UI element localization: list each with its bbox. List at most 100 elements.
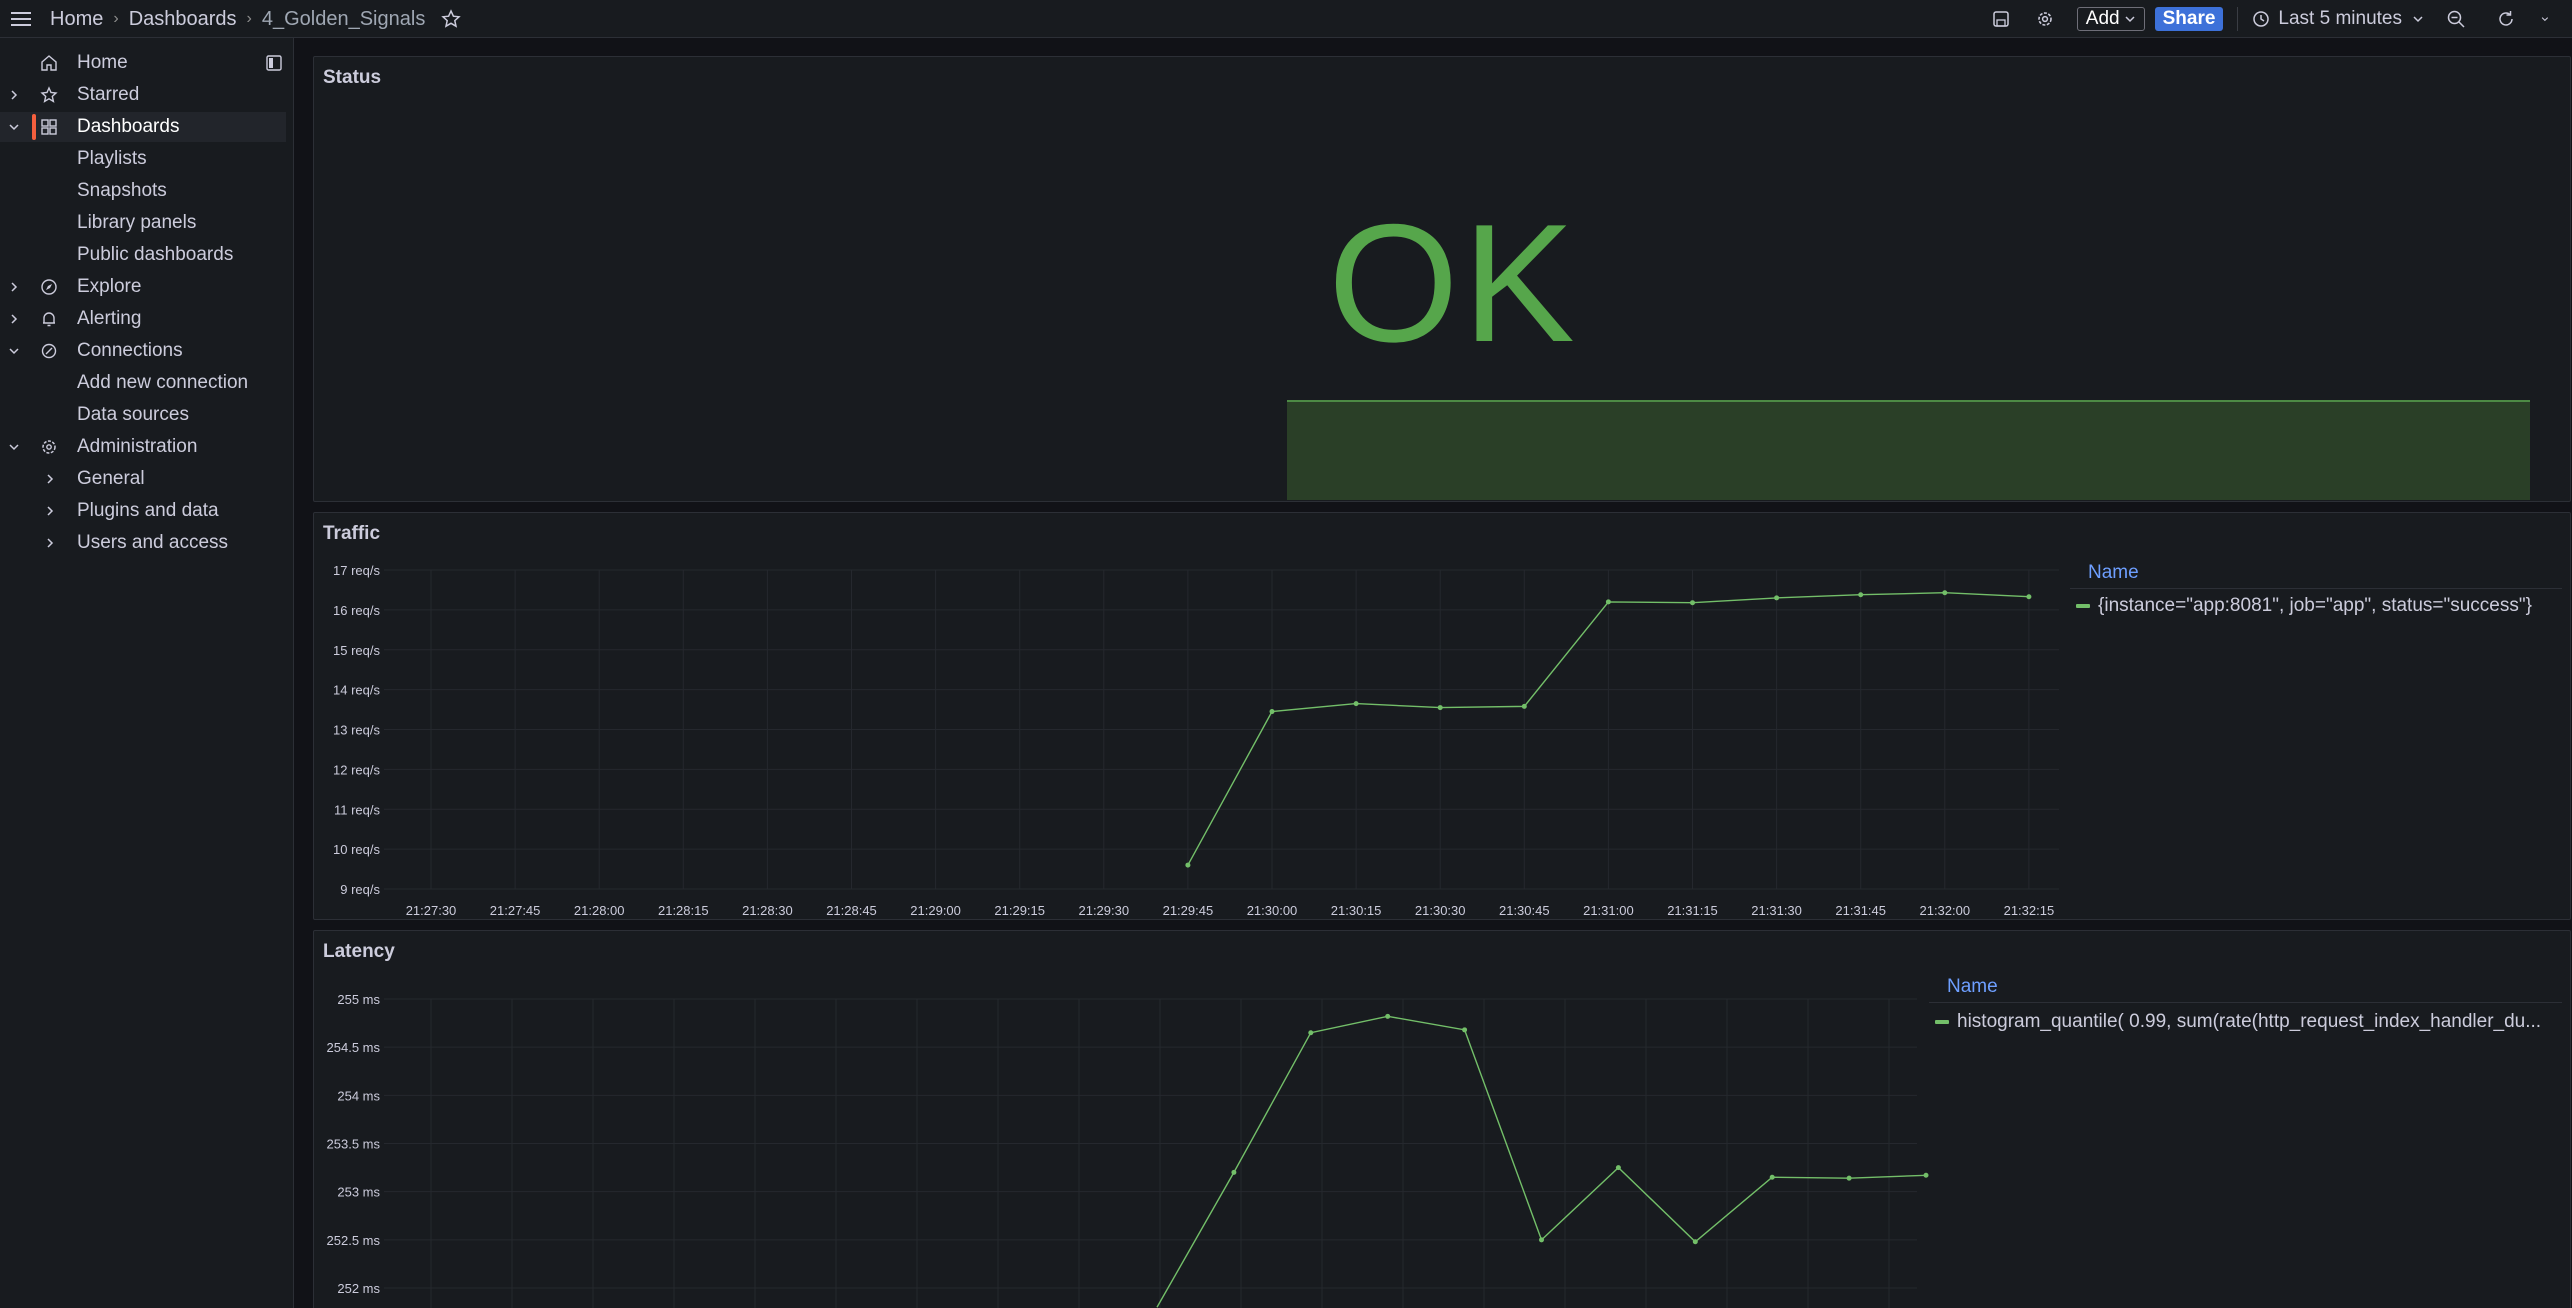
- sidebar-item-playlists[interactable]: Playlists: [0, 144, 294, 174]
- sidebar-item-add-new-connection[interactable]: Add new connection: [0, 368, 294, 398]
- sidebar-item-label: Home: [77, 52, 128, 73]
- data-point: [1605, 599, 1611, 605]
- data-point: [1615, 1165, 1621, 1171]
- sidebar-item-general[interactable]: General: [0, 464, 294, 494]
- chevron-down-icon[interactable]: [8, 121, 20, 133]
- sidebar-item-explore[interactable]: Explore: [0, 272, 294, 302]
- zoom-out-icon[interactable]: [2446, 9, 2466, 29]
- breadcrumb-dashboards[interactable]: Dashboards: [128, 7, 237, 30]
- refresh-interval-chevron-icon[interactable]: [2540, 9, 2554, 29]
- compass-icon: [41, 279, 57, 295]
- x-tick-label: 21:27:45: [490, 903, 541, 918]
- sidebar-item-home[interactable]: Home: [0, 48, 294, 78]
- y-tick-label: 9 req/s: [340, 882, 380, 897]
- chevron-right-icon[interactable]: [44, 505, 56, 517]
- sidebar-item-label: Snapshots: [77, 180, 167, 201]
- chevron-right-icon[interactable]: [8, 281, 20, 293]
- data-point: [1769, 1174, 1775, 1180]
- status-panel[interactable]: Status OK: [313, 56, 2571, 502]
- chevron-right-icon[interactable]: [44, 537, 56, 549]
- menu-icon[interactable]: [10, 8, 32, 30]
- chevron-right-icon[interactable]: [8, 89, 20, 101]
- sidebar-item-label: Alerting: [77, 308, 142, 329]
- y-tick-label: 252.5 ms: [327, 1233, 381, 1248]
- sidebar-item-starred[interactable]: Starred: [0, 80, 294, 110]
- refresh-icon[interactable]: [2496, 9, 2516, 29]
- sidebar-item-label: Playlists: [77, 148, 147, 169]
- x-tick-label: 21:31:30: [1751, 903, 1802, 918]
- chevron-down-icon: [2125, 16, 2135, 23]
- y-tick-label: 254 ms: [337, 1088, 380, 1103]
- sidebar-item-plugins-and-data[interactable]: Plugins and data: [0, 496, 294, 526]
- x-tick-label: 21:27:30: [406, 903, 457, 918]
- sidebar-item-label: Connections: [77, 340, 183, 361]
- x-tick-label: 21:30:15: [1331, 903, 1382, 918]
- series-color-swatch: [2076, 604, 2090, 608]
- y-tick-label: 14 req/s: [333, 683, 380, 698]
- latency-chart[interactable]: 252 ms 252.5 ms 253 ms 253.5 ms 254 ms 254.5 …: [314, 931, 2234, 1308]
- sidebar-item-users-and-access[interactable]: Users and access: [0, 528, 294, 558]
- latency-legend-item[interactable]: histogram_quantile( 0.99, sum(rate(http_…: [1935, 1011, 2541, 1033]
- traffic-legend-item[interactable]: {instance="app:8081", job="app", status=…: [2076, 595, 2532, 617]
- sidebar-item-label: Data sources: [77, 404, 189, 425]
- traffic-panel[interactable]: Traffic 9 req/s 10 req/s 11 req/s 12 req/s 1…: [313, 512, 2571, 920]
- dock-menu-icon[interactable]: [265, 54, 283, 72]
- chevron-right-icon: ›: [246, 10, 252, 27]
- traffic-chart[interactable]: 9 req/s 10 req/s 11 req/s 12 req/s 13 req/s 1…: [314, 513, 2374, 921]
- toolbar-divider: [2237, 7, 2239, 31]
- latency-legend-header: Name: [1929, 971, 2562, 1003]
- series-line: [1156, 1015, 1927, 1308]
- y-tick-label: 254.5 ms: [327, 1040, 381, 1055]
- data-point: [1185, 862, 1191, 868]
- star-icon[interactable]: [441, 9, 462, 29]
- data-point: [1539, 1237, 1544, 1243]
- chevron-right-icon[interactable]: [44, 473, 56, 485]
- chevron-down-icon[interactable]: [8, 441, 20, 453]
- sidebar-item-data-sources[interactable]: Data sources: [0, 400, 294, 430]
- sidebar-item-label: Public dashboards: [77, 244, 234, 265]
- sidebar-item-dashboards[interactable]: Dashboards: [0, 112, 286, 142]
- x-tick-label: 21:29:00: [910, 903, 961, 918]
- link-icon: [41, 343, 57, 359]
- sidebar-item-label: Starred: [77, 84, 140, 105]
- data-point: [1231, 1169, 1237, 1175]
- top-bar: Home › Dashboards › 4_Golden_Signals Add…: [0, 0, 2572, 38]
- legend-item-label: {instance="app:8081", job="app", status=…: [2098, 595, 2532, 616]
- gear-icon[interactable]: [2035, 9, 2055, 29]
- x-tick-label: 21:28:00: [574, 903, 625, 918]
- y-tick-label: 17 req/s: [333, 563, 380, 578]
- chevron-right-icon: ›: [113, 10, 119, 27]
- sidebar-item-snapshots[interactable]: Snapshots: [0, 176, 294, 206]
- x-tick-label: 21:31:45: [1835, 903, 1886, 918]
- sidebar-item-public-dashboards[interactable]: Public dashboards: [0, 240, 294, 270]
- chevron-right-icon[interactable]: [8, 313, 20, 325]
- x-tick-label: 21:28:15: [658, 903, 709, 918]
- x-tick-label: 21:29:45: [1163, 903, 1214, 918]
- clock-icon: [2253, 11, 2270, 27]
- data-point: [1385, 1013, 1391, 1019]
- sidebar-item-label: Explore: [77, 276, 142, 297]
- status-sparkline-area: [1287, 400, 2530, 500]
- sidebar-item-label: Add new connection: [77, 372, 249, 393]
- sidebar-item-label: General: [77, 468, 145, 489]
- legend-item-label: histogram_quantile( 0.99, sum(rate(http_…: [1957, 1011, 2542, 1032]
- x-tick-label: 21:30:00: [1247, 903, 1298, 918]
- x-tick-label: 21:28:30: [742, 903, 793, 918]
- sidebar-item-library-panels[interactable]: Library panels: [0, 208, 294, 238]
- chevron-down-icon[interactable]: [8, 345, 20, 357]
- sidebar-item-connections[interactable]: Connections: [0, 336, 294, 366]
- save-icon[interactable]: [1991, 9, 2011, 29]
- sidebar-item-label: Dashboards: [77, 116, 180, 137]
- data-point: [1858, 592, 1864, 598]
- breadcrumb-home[interactable]: Home: [50, 7, 104, 30]
- sidebar-item-administration[interactable]: Administration: [0, 432, 294, 462]
- sidebar-item-alerting[interactable]: Alerting: [0, 304, 294, 334]
- share-button[interactable]: Share: [2154, 7, 2224, 31]
- y-tick-label: 252 ms: [337, 1281, 380, 1296]
- legend-header-label: Name: [2088, 561, 2139, 583]
- add-button[interactable]: Add: [2076, 7, 2145, 31]
- time-range-picker[interactable]: Last 5 minutes: [2252, 8, 2424, 30]
- y-tick-label: 11 req/s: [334, 802, 381, 817]
- latency-panel[interactable]: Latency 252 ms 252.5 ms 253 ms 253.5 ms 254 …: [313, 930, 2571, 1308]
- x-tick-label: 21:31:15: [1667, 903, 1718, 918]
